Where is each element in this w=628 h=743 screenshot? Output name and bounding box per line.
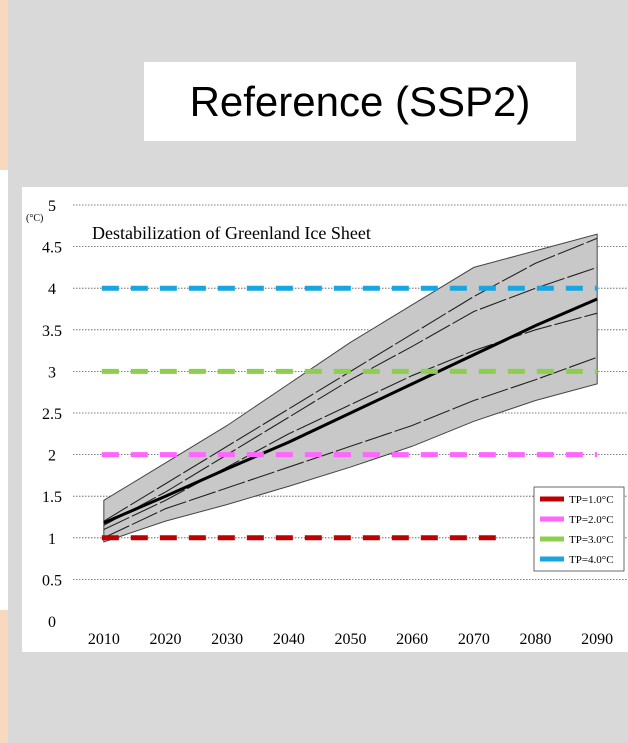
x-tick-label: 2070	[458, 631, 490, 648]
x-tick-label: 2030	[211, 631, 243, 648]
reference-title-box: Reference (SSP2)	[144, 62, 576, 141]
y-tick-label: 1	[48, 531, 56, 548]
reference-title: Reference (SSP2)	[189, 77, 531, 125]
y-tick-label: 5	[48, 198, 56, 215]
x-tick-label: 2080	[520, 631, 552, 648]
scenario-line	[103, 356, 598, 539]
y-tick-label: 2.5	[42, 406, 62, 423]
y-tick-label: 4.5	[42, 240, 62, 257]
scenario-line	[103, 266, 598, 526]
y-tick-label: 3.5	[42, 323, 62, 340]
left-strip-white-segment	[0, 170, 8, 610]
uncertainty-band	[103, 233, 598, 543]
y-tick-label: 0.5	[42, 572, 62, 589]
x-tick-label: 2090	[581, 631, 613, 648]
left-accent-strip	[0, 0, 8, 743]
y-tick-label: 1.5	[42, 489, 62, 506]
uncertainty-band-layer	[103, 233, 598, 543]
y-axis-unit-label: (°C)	[26, 213, 43, 224]
x-tick-label: 2040	[273, 631, 305, 648]
x-tick-label: 2050	[335, 631, 367, 648]
x-tick-label: 2010	[88, 631, 120, 648]
threshold-lines-layer	[101, 285, 598, 541]
legend-label: TP=1.0°C	[569, 494, 614, 506]
x-tick-label: 2060	[396, 631, 428, 648]
legend-label: TP=2.0°C	[569, 514, 614, 526]
legend-label: TP=3.0°C	[569, 534, 614, 546]
temperature-chart: 0 0.5 1 1.5 2 2.5 3 3.5 4 4.5 5 2010 2020 2030 2040 205…	[26, 198, 628, 648]
y-tick-label: 2	[48, 448, 56, 465]
y-tick-label: 0	[48, 614, 56, 631]
y-tick-label: 4	[48, 281, 56, 298]
legend: TP=1.0°C TP=2.0°C TP=3.0°C TP=4.0°C	[533, 486, 625, 572]
median-line	[103, 297, 598, 525]
scenario-lines-layer	[103, 237, 598, 539]
y-tick-label: 3	[48, 364, 56, 381]
legend-label: TP=4.0°C	[569, 554, 614, 566]
chart-title: Destabilization of Greenland Ice Sheet	[92, 223, 371, 243]
chart-panel: 0 0.5 1 1.5 2 2.5 3 3.5 4 4.5 5 2010 2020 2030 2040 205…	[22, 187, 628, 652]
axis-layer: 0 0.5 1 1.5 2 2.5 3 3.5 4 4.5 5 2010 2020 2030 2040 205…	[42, 198, 613, 648]
x-tick-label: 2020	[150, 631, 182, 648]
